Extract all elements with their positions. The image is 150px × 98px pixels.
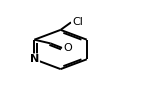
Text: O: O	[63, 43, 72, 53]
Text: N: N	[30, 54, 39, 64]
Text: Cl: Cl	[72, 17, 83, 27]
